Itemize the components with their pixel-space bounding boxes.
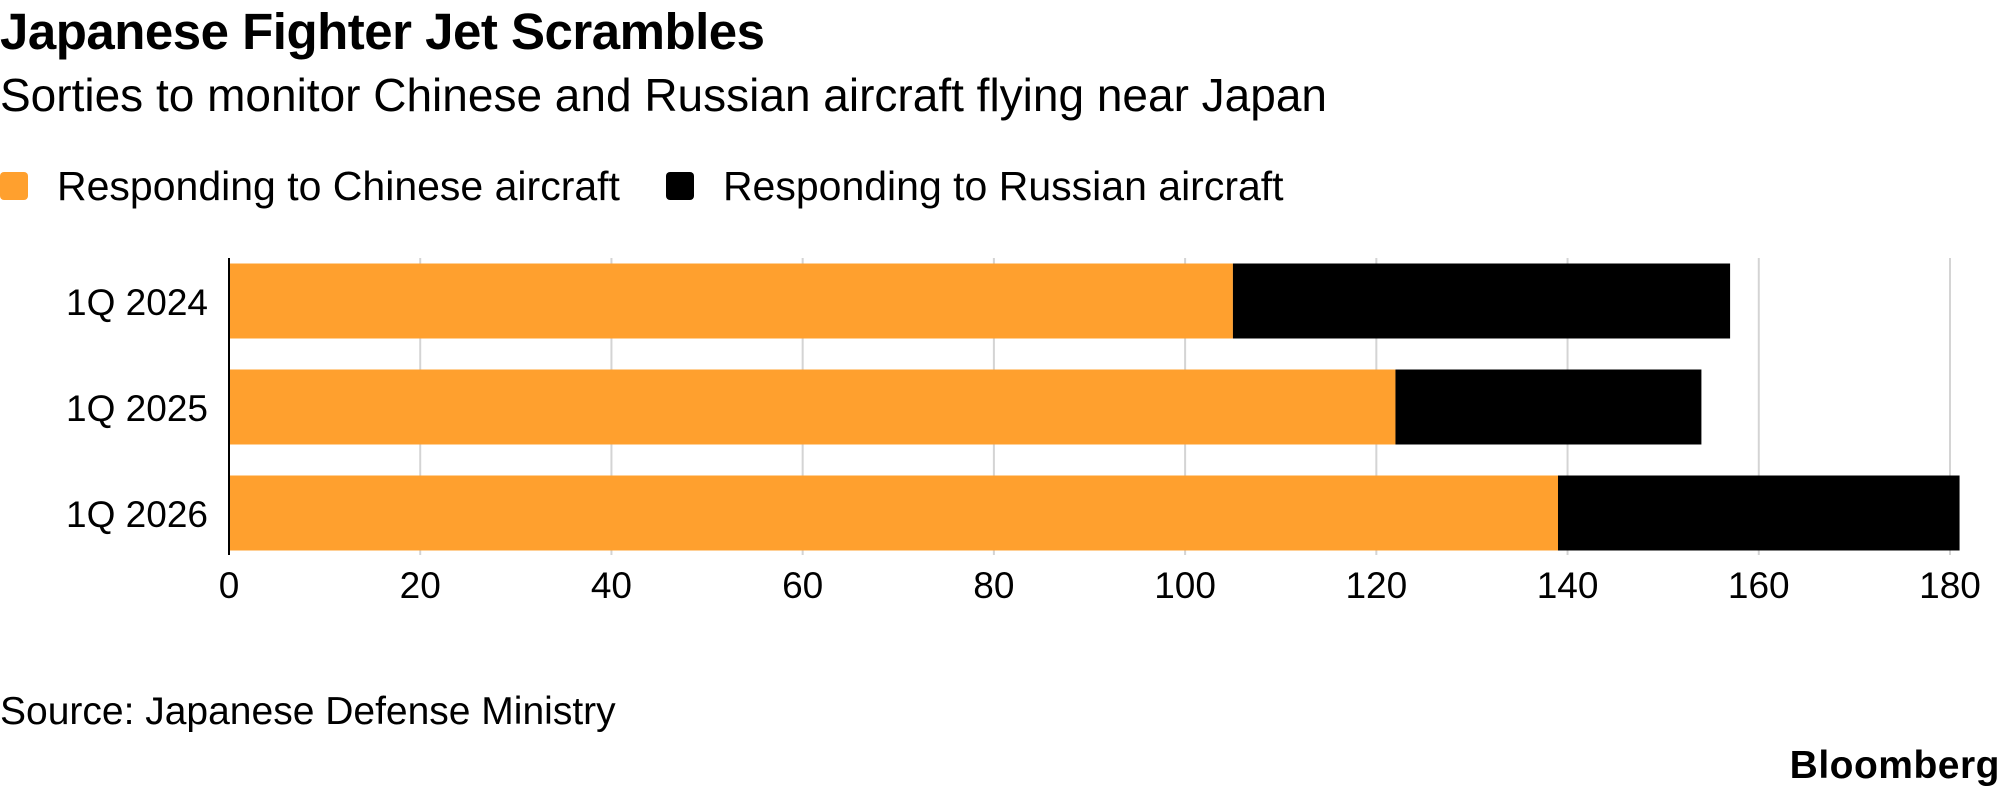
x-tick-label-0: 0	[219, 565, 240, 606]
x-tick-label-60: 60	[782, 565, 823, 606]
category-label-1q-2026: 1Q 2026	[66, 494, 208, 535]
legend-swatch-russian	[665, 172, 694, 200]
x-tick-label-40: 40	[591, 565, 632, 606]
x-tick-label-160: 160	[1728, 565, 1790, 606]
chart-subtitle: Sorties to monitor Chinese and Russian a…	[0, 69, 1328, 121]
legend-swatch-chinese	[0, 172, 28, 200]
category-label-1q-2024: 1Q 2024	[66, 282, 208, 323]
source-note: Source: Japanese Defense Ministry	[0, 690, 616, 733]
x-tick-label-180: 180	[1919, 565, 1981, 606]
bar-1q-2024-russian	[1232, 263, 1731, 339]
brand-logo: Bloomberg	[1789, 744, 2000, 787]
bar-1q-2025-chinese	[229, 369, 1396, 445]
x-tick-label-80: 80	[973, 565, 1014, 606]
legend-label-chinese: Responding to Chinese aircraft	[57, 162, 620, 209]
bar-1q-2025-russian	[1395, 369, 1702, 445]
x-tick-label-140: 140	[1537, 565, 1599, 606]
chart-title: Japanese Fighter Jet Scrambles	[0, 3, 765, 60]
category-label-1q-2025: 1Q 2025	[66, 388, 208, 429]
x-tick-label-20: 20	[400, 565, 441, 606]
legend-item-russian: Responding to Russian aircraft	[665, 162, 1284, 210]
x-tick-label-120: 120	[1345, 565, 1407, 606]
legend-item-chinese: Responding to Chinese aircraft	[0, 163, 620, 210]
bar-1q-2024-chinese	[229, 263, 1233, 339]
bar-1q-2026-russian	[1557, 475, 1960, 551]
legend: Responding to Chinese aircraft Respondin…	[0, 158, 1330, 214]
legend-label-russian: Responding to Russian aircraft	[722, 162, 1284, 209]
bar-1q-2026-chinese	[229, 475, 1558, 551]
x-tick-label-100: 100	[1154, 565, 1216, 606]
